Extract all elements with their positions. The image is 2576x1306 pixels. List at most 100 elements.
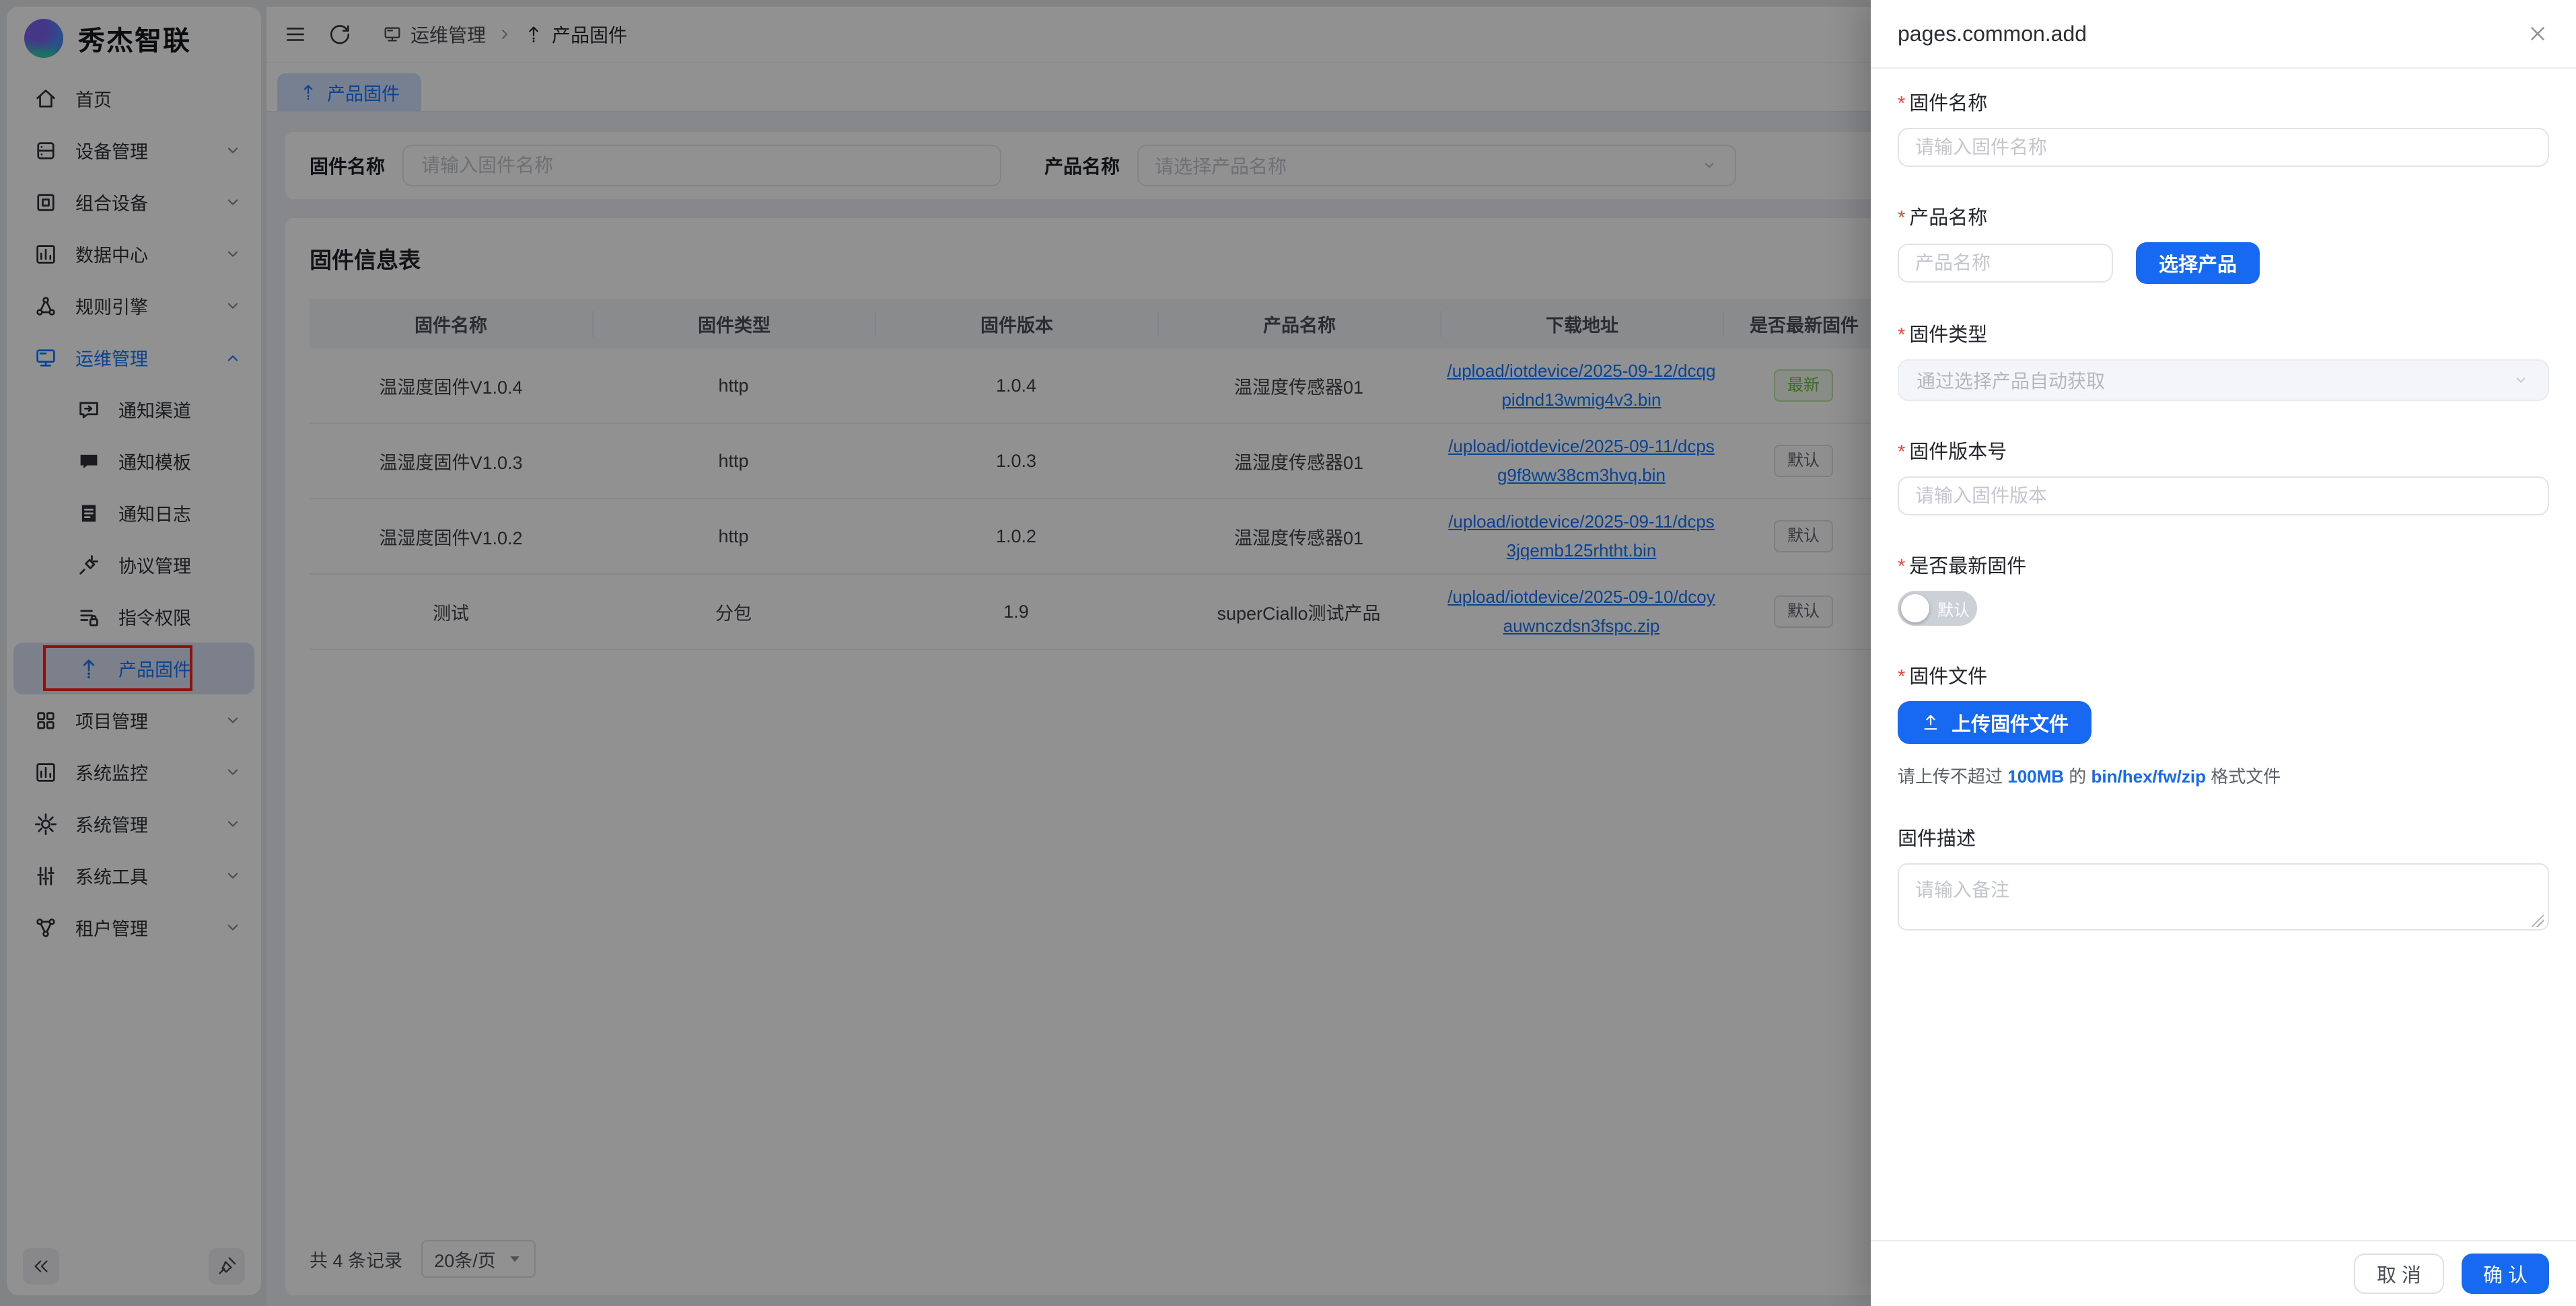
firmware-name-filter-input[interactable] [420,154,985,177]
table-row: 温湿度固件V1.0.2 http 1.0.2 温湿度传感器01/upload/iotd… [310,499,2533,575]
drawer-footer: 取 消 确 认 [1871,1240,2576,1306]
download-link[interactable]: /upload/iotdevice/2025-09-11/dcps3jqemb1… [1448,511,1715,560]
product-name-filter-select[interactable]: 请选择产品名称 [1137,145,1737,186]
sidebar-item-product-firmware[interactable]: 产品固件 [13,643,254,694]
sidebar-item-label: 系统管理 [75,815,148,836]
close-icon[interactable] [2526,22,2549,45]
bar-chart-icon [34,242,58,266]
filter-label: 产品名称 [1044,156,1120,177]
sidebar-item-label: 协议管理 [118,556,191,577]
collapse-sidebar-button[interactable] [23,1248,59,1284]
chevron-down-icon [223,918,242,937]
sidebar-item-label: 项目管理 [75,712,148,732]
download-link[interactable]: /upload/iotdevice/2025-09-10/dcoyauwnczd… [1447,587,1715,636]
sidebar-item-notify-log[interactable]: 通知日志 [13,487,254,539]
monitor-icon [382,24,402,44]
column-header: 固件类型 [592,310,875,337]
field-label: 固件描述 [1898,828,1976,850]
field-label: 固件名称 [1898,87,2549,116]
download-link[interactable]: /upload/iotdevice/2025-09-11/dcpsg9f8ww3… [1448,436,1715,485]
confirm-button[interactable]: 确 认 [2461,1254,2549,1294]
sidebar-item-data-center[interactable]: 数据中心 [13,228,254,280]
sidebar-item-label: 产品固件 [118,660,191,680]
latest-status-badge: 默认 [1774,519,1833,553]
cell-firmware-version: 1.0.4 [995,375,1037,396]
chevron-down-icon [223,815,242,834]
upload-hint: 请上传不超过 100MB 的 bin/hex/fw/zip 格式文件 [1898,766,2281,787]
field-firmware-version: 固件版本号 [1898,436,2549,515]
annotation-highlight-box [43,645,192,691]
sidebar-item-system-tools[interactable]: 系统工具 [13,850,254,902]
chevron-down-icon [223,763,242,782]
nodes-icon [34,294,58,318]
list-lock-icon [77,605,101,629]
cell-latest-status: 默认 [1723,444,1884,478]
cell-product-name: 温湿度传感器01 [1233,452,1364,473]
refresh-icon[interactable] [328,23,351,46]
sidebar-item-system-monitor[interactable]: 系统监控 [13,746,254,798]
cell-firmware-type: http [718,450,749,471]
cell-firmware-version: 1.0.2 [995,525,1037,546]
brand-logo-icon [24,19,63,58]
combo-icon [34,190,58,215]
firmware-name-input[interactable] [1898,128,2549,167]
sidebar-item-system-management[interactable]: 系统管理 [13,798,254,850]
sidebar-item-label: 首页 [75,90,112,110]
sidebar-item-label: 运维管理 [75,349,148,369]
field-firmware-file: 固件文件 上传固件文件 请上传不超过 100MB 的 bin/hex/fw/zi… [1898,661,2549,788]
select-placeholder: 通过选择产品自动获取 [1917,371,2106,392]
select-product-button[interactable]: 选择产品 [2136,242,2260,284]
device-icon [34,139,58,163]
sidebar-item-label: 通知日志 [118,505,191,525]
tab-product-firmware[interactable]: 产品固件 [277,73,421,111]
latest-status-badge: 最新 [1774,369,1833,402]
sidebar-item-project-management[interactable]: 项目管理 [13,694,254,746]
column-header: 下载地址 [1440,310,1723,337]
table-row: 温湿度固件V1.0.3 http 1.0.3 温湿度传感器01/upload/iotd… [310,424,2533,499]
cell-latest-status: 默认 [1723,519,1884,553]
sidebar-item-tenant-management[interactable]: 租户管理 [13,902,254,953]
firmware-description-textarea[interactable] [1898,863,2549,931]
drawer-title: pages.common.add [1898,21,2087,46]
grid-icon [34,709,58,733]
sidebar-item-label: 指令权限 [118,608,191,628]
sidebar-item-rule-engine[interactable]: 规则引擎 [13,280,254,332]
hamburger-icon[interactable] [284,23,307,46]
download-link[interactable]: /upload/iotdevice/2025-09-12/dcqgpidnd13… [1447,361,1716,410]
sidebar-item-command-permission[interactable]: 指令权限 [13,591,254,643]
pin-sidebar-button[interactable] [209,1248,245,1284]
bar-chart-icon [34,760,58,785]
cancel-button[interactable]: 取 消 [2353,1254,2444,1294]
sidebar-item-device-management[interactable]: 设备管理 [13,124,254,176]
page-size-select[interactable]: 20条/页 [421,1240,536,1278]
cell-firmware-version: 1.9 [1003,601,1029,622]
caret-down-icon [507,1251,523,1267]
breadcrumb-ops-management[interactable]: 运维管理 [382,21,486,48]
breadcrumb: 运维管理 产品固件 [382,21,627,48]
firmware-version-input[interactable] [1898,476,2549,515]
cell-firmware-version: 1.0.3 [995,450,1037,471]
sidebar-item-label: 数据中心 [75,246,148,266]
sidebar-item-notify-template[interactable]: 通知模板 [13,435,254,487]
sidebar-item-ops-management[interactable]: 运维管理 [13,332,254,384]
field-product-name: 产品名称 选择产品 [1898,202,2549,284]
cell-firmware-type: http [718,525,749,546]
sidebar-item-protocol-management[interactable]: 协议管理 [13,539,254,591]
cell-firmware-name: 温湿度固件V1.0.3 [379,452,523,473]
sidebar-item-composite-device[interactable]: 组合设备 [13,176,254,228]
table-row: 温湿度固件V1.0.4 http 1.0.4 温湿度传感器01/upload/iotd… [310,349,2533,424]
sidebar-item-home[interactable]: 首页 [13,73,254,124]
total-records-text: 共 4 条记录 [310,1250,403,1271]
column-header: 固件版本 [875,310,1157,337]
upload-firmware-button[interactable]: 上传固件文件 [1898,701,2092,744]
cell-download-url: /upload/iotdevice/2025-09-11/dcpsg9f8ww3… [1440,432,1723,490]
latest-status-badge: 默认 [1774,444,1833,478]
sidebar-item-notify-channel[interactable]: 通知渠道 [13,384,254,435]
field-firmware-name: 固件名称 [1898,87,2549,167]
field-is-latest: 是否最新固件 默认 [1898,550,2549,626]
latest-firmware-toggle[interactable]: 默认 [1898,591,1977,626]
chevron-up-icon [223,349,242,367]
collapse-icon [31,1256,51,1276]
product-name-input[interactable] [1898,244,2113,283]
